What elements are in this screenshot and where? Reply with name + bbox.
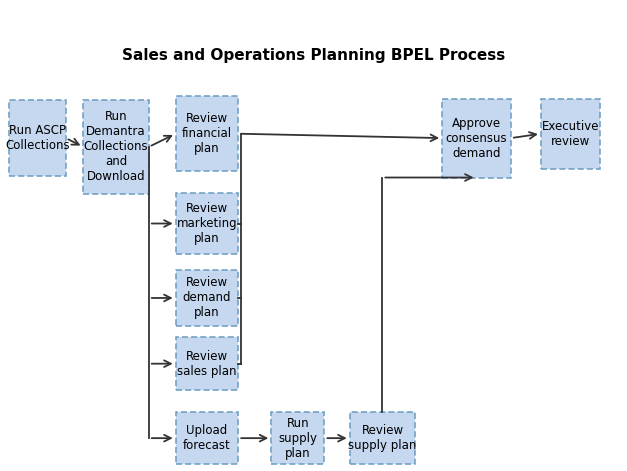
Text: Run
Demantra
Collections
and
Download: Run Demantra Collections and Download [83, 110, 149, 183]
FancyBboxPatch shape [176, 97, 238, 171]
Text: Run
supply
plan: Run supply plan [278, 417, 317, 460]
Text: Review
sales plan: Review sales plan [177, 349, 236, 378]
Text: Review
financial
plan: Review financial plan [182, 112, 232, 155]
Text: Upload
forecast: Upload forecast [183, 424, 231, 452]
FancyBboxPatch shape [176, 193, 238, 254]
Text: Run ASCP
Collections: Run ASCP Collections [5, 124, 70, 152]
FancyBboxPatch shape [176, 269, 238, 326]
FancyBboxPatch shape [83, 100, 149, 194]
FancyBboxPatch shape [540, 98, 600, 169]
Text: Review
demand
plan: Review demand plan [182, 276, 231, 319]
FancyBboxPatch shape [176, 337, 238, 390]
FancyBboxPatch shape [271, 412, 325, 464]
FancyBboxPatch shape [9, 100, 66, 177]
Text: Approve
consensus
demand: Approve consensus demand [446, 117, 507, 160]
Text: Executive
review: Executive review [542, 120, 599, 148]
FancyBboxPatch shape [350, 412, 415, 464]
FancyBboxPatch shape [442, 98, 511, 178]
FancyBboxPatch shape [176, 412, 238, 464]
Text: Sales and Operations Planning BPEL Process: Sales and Operations Planning BPEL Proce… [122, 49, 505, 63]
Text: Review
marketing
plan: Review marketing plan [177, 202, 237, 245]
Text: Review
supply plan: Review supply plan [348, 424, 417, 452]
